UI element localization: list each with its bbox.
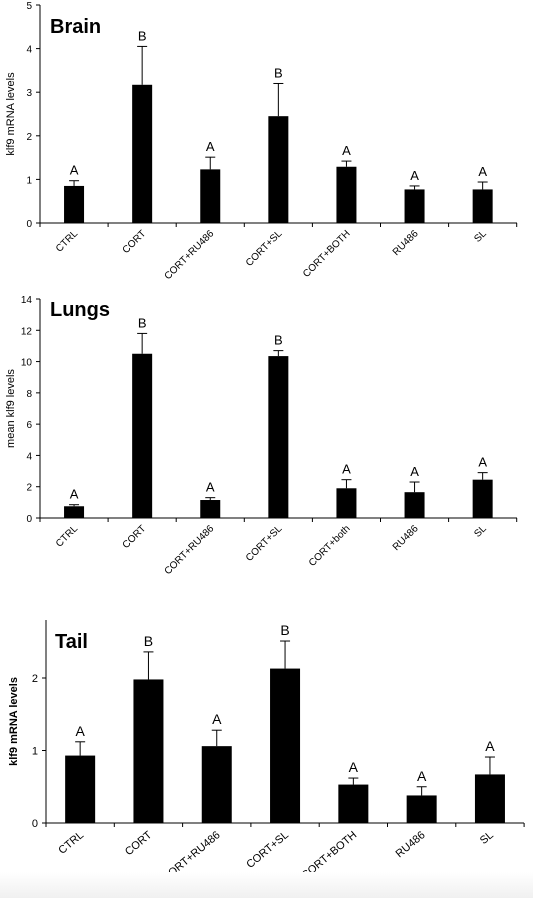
y-axis-label: klf9 mRNA levels	[8, 677, 20, 766]
bar-cort-ru486	[200, 169, 221, 223]
significance-letter: B	[274, 333, 283, 348]
significance-letter: B	[138, 28, 147, 43]
significance-letter: A	[75, 723, 85, 739]
y-tick-label: 4	[26, 45, 32, 56]
significance-letter: A	[206, 480, 215, 495]
bar-cort	[133, 679, 164, 823]
y-tick-label: 2	[32, 673, 38, 685]
y-tick-label: 0	[26, 219, 32, 230]
y-tick-label: 5	[26, 1, 32, 12]
y-tick-label: 0	[26, 514, 32, 525]
y-tick-label: 1	[32, 746, 38, 758]
bar-ctrl	[64, 506, 85, 518]
bar-ctrl	[65, 755, 96, 823]
bar-cort-both	[336, 166, 357, 223]
category-label: CORT+RU486	[163, 523, 217, 577]
category-label: CORT	[121, 228, 149, 256]
category-label: CTRL	[54, 228, 81, 255]
category-label: CORT	[121, 523, 149, 551]
bar-cort-both	[338, 784, 369, 823]
category-label: CORT+SL	[244, 228, 285, 269]
significance-letter: A	[342, 462, 351, 477]
significance-letter: A	[417, 768, 427, 784]
category-label: CORT+BOTH	[301, 228, 352, 279]
significance-letter: A	[206, 139, 215, 154]
category-label: CORT	[123, 829, 155, 858]
chart-title: Lungs	[50, 299, 110, 321]
bar-ru486	[404, 492, 425, 518]
significance-letter: B	[138, 315, 147, 330]
y-tick-label: 4	[26, 451, 32, 462]
bar-sl	[472, 479, 493, 518]
y-tick-label: 1	[26, 175, 32, 186]
category-label: SL	[472, 523, 489, 540]
significance-letter: A	[485, 738, 495, 754]
bar-cort-sl	[268, 116, 289, 223]
category-label: RU486	[391, 523, 421, 553]
significance-letter: B	[144, 633, 153, 649]
category-label: RU486	[394, 829, 428, 860]
y-tick-label: 2	[26, 132, 32, 143]
bar-ctrl	[64, 185, 85, 223]
category-label: RU486	[391, 228, 421, 258]
significance-letter: A	[212, 711, 222, 727]
y-axis-label: mean klf9 levels	[5, 369, 17, 448]
bar-cort	[132, 84, 153, 224]
bar-cort	[132, 353, 153, 518]
bar-sl	[474, 774, 505, 823]
significance-letter: A	[70, 487, 79, 502]
bar-cort-sl	[268, 356, 289, 518]
chart-title: Tail	[55, 631, 88, 653]
category-label: SL	[478, 829, 496, 847]
chart-title: Brain	[50, 16, 101, 38]
significance-letter: B	[280, 622, 289, 638]
significance-letter: A	[342, 143, 351, 158]
chart-lungs: Lungs mean klf9 levels 0 2 4 6 8 10 12 14 A CTRL B CO…	[5, 295, 518, 577]
y-tick-label: 10	[21, 358, 33, 369]
y-axis-label: klf9 mRNA levels	[5, 72, 17, 156]
significance-letter: A	[410, 168, 419, 183]
bar-cort-sl	[270, 668, 301, 823]
significance-letter: A	[478, 455, 487, 470]
y-tick-label: 2	[26, 483, 32, 494]
category-label: SL	[472, 228, 489, 245]
bar-ru486	[404, 189, 425, 223]
y-tick-label: 8	[26, 389, 32, 400]
chart-brain: Brain klf9 mRNA levels 0 1 2 3 4 5 A CTRL B CORT A CO…	[5, 1, 518, 282]
category-label: CORT+SL	[244, 829, 291, 871]
y-tick-label: 0	[32, 818, 38, 830]
bar-cort-both	[336, 488, 357, 518]
category-label: CORT+RU486	[163, 228, 217, 282]
category-label: CORT+SL	[244, 523, 285, 564]
significance-letter: A	[410, 464, 419, 479]
y-tick-label: 3	[26, 88, 32, 99]
category-label: CTRL	[56, 829, 86, 857]
bar-cort-ru486	[200, 500, 221, 518]
bar-sl	[472, 189, 493, 223]
y-tick-label: 12	[21, 326, 33, 337]
significance-letter: B	[274, 65, 283, 80]
category-label: CTRL	[54, 523, 81, 550]
page-bottom-fade	[0, 872, 533, 898]
bar-cort-ru486	[201, 746, 232, 823]
category-label: CORT+both	[307, 523, 353, 569]
significance-letter: A	[349, 759, 359, 775]
bar-ru486	[406, 795, 437, 823]
significance-letter: A	[70, 163, 79, 178]
significance-letter: A	[478, 164, 487, 179]
y-tick-label: 14	[21, 295, 33, 306]
y-tick-label: 6	[26, 420, 32, 431]
